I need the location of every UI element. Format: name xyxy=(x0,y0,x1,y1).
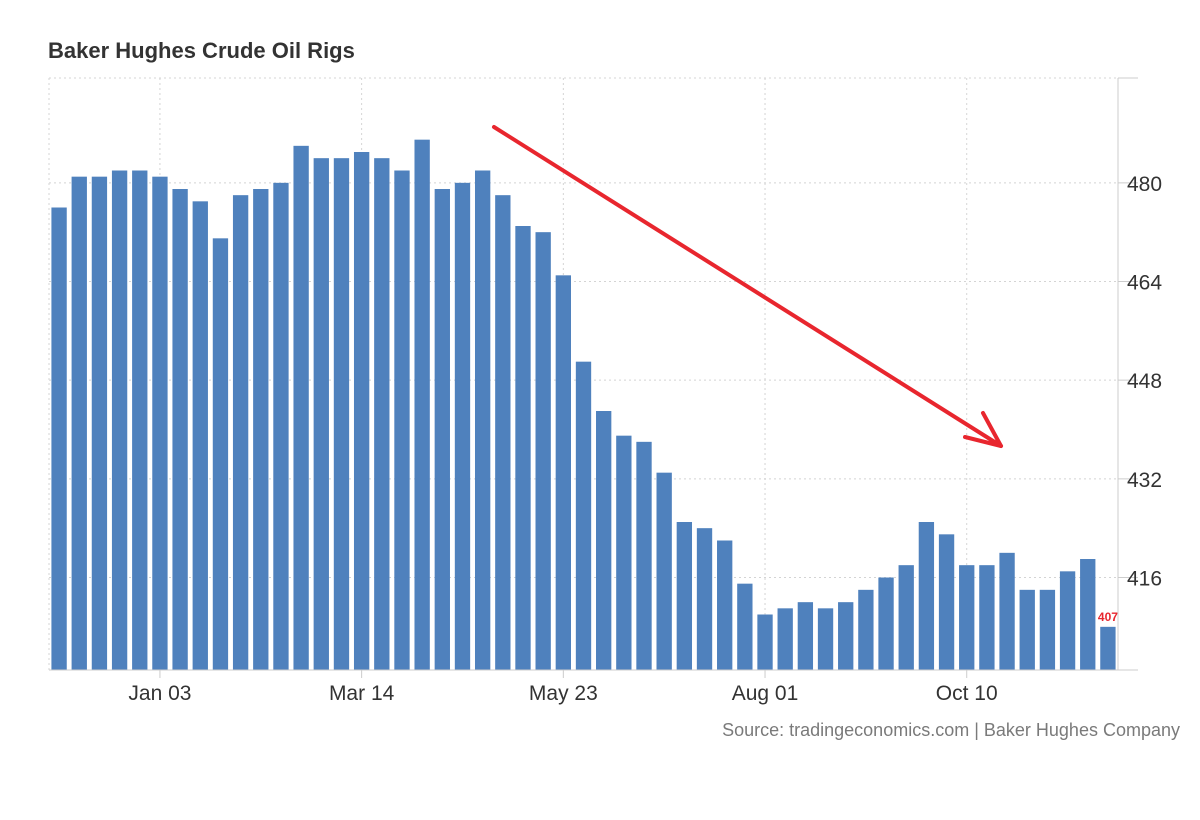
bar xyxy=(575,361,592,670)
bar xyxy=(797,602,814,670)
bar xyxy=(918,522,935,670)
bar xyxy=(71,176,87,671)
chart-title: Baker Hughes Crude Oil Rigs xyxy=(48,38,355,63)
bar xyxy=(132,170,148,670)
bar xyxy=(434,189,450,670)
bar xyxy=(676,522,693,670)
bar xyxy=(696,528,713,670)
bar xyxy=(616,435,632,670)
bar xyxy=(777,608,793,670)
bar xyxy=(414,139,430,671)
bar xyxy=(1100,626,1116,670)
bar xyxy=(333,158,350,671)
bar xyxy=(1080,559,1096,670)
bar xyxy=(212,238,229,670)
bar xyxy=(878,577,894,670)
bar xyxy=(596,411,612,670)
last-value-label: 407 xyxy=(1098,610,1118,624)
bar xyxy=(858,589,874,670)
bar xyxy=(394,170,410,670)
bar xyxy=(636,441,652,670)
bar xyxy=(1059,571,1076,670)
bar xyxy=(273,182,289,670)
axes xyxy=(49,77,1138,678)
bar xyxy=(111,170,128,670)
bar xyxy=(51,207,67,670)
bar xyxy=(495,195,511,671)
x-tick-label: Jan 03 xyxy=(128,682,191,705)
bar xyxy=(454,182,471,670)
x-tick-label: Oct 10 xyxy=(936,682,998,705)
bar xyxy=(1019,589,1035,670)
arrow-head xyxy=(963,411,1003,448)
bar xyxy=(838,602,854,670)
y-tick-label: 448 xyxy=(1127,370,1162,393)
y-tick-label: 432 xyxy=(1127,469,1162,492)
bar xyxy=(717,540,733,670)
bar xyxy=(1039,589,1056,670)
bar xyxy=(555,275,571,670)
bar xyxy=(353,152,370,670)
y-tick-label: 464 xyxy=(1127,272,1162,295)
bar xyxy=(757,614,773,670)
bar xyxy=(474,170,491,670)
chart-source: Source: tradingeconomics.com | Baker Hug… xyxy=(722,720,1180,740)
bars xyxy=(51,139,1116,671)
bar xyxy=(152,176,168,671)
tick-labels: 416 432 448 464 480 Jan 03 Mar 14 May 23 Aug 01 O… xyxy=(128,173,1162,705)
bar xyxy=(817,608,834,670)
bar xyxy=(172,189,188,670)
y-tick-label: 480 xyxy=(1127,173,1162,196)
bar xyxy=(293,145,309,670)
x-tick-label: Mar 14 xyxy=(329,682,395,705)
bar xyxy=(898,565,914,670)
arrow-shaft xyxy=(492,125,1003,448)
bar xyxy=(938,534,955,670)
bar xyxy=(232,195,249,671)
bar xyxy=(374,158,390,671)
bar xyxy=(535,232,551,671)
x-tick-label: May 23 xyxy=(529,682,598,705)
bar xyxy=(656,472,672,670)
bar xyxy=(999,552,1015,670)
bar xyxy=(253,189,269,670)
y-tick-label: 416 xyxy=(1127,568,1162,591)
bar xyxy=(192,201,208,670)
bar xyxy=(737,583,753,670)
bar xyxy=(313,158,329,671)
bar xyxy=(979,565,995,670)
bar xyxy=(91,176,108,671)
x-tick-label: Aug 01 xyxy=(732,682,799,705)
trend-arrow xyxy=(492,125,1003,448)
bar xyxy=(959,565,975,670)
bar xyxy=(515,226,531,670)
